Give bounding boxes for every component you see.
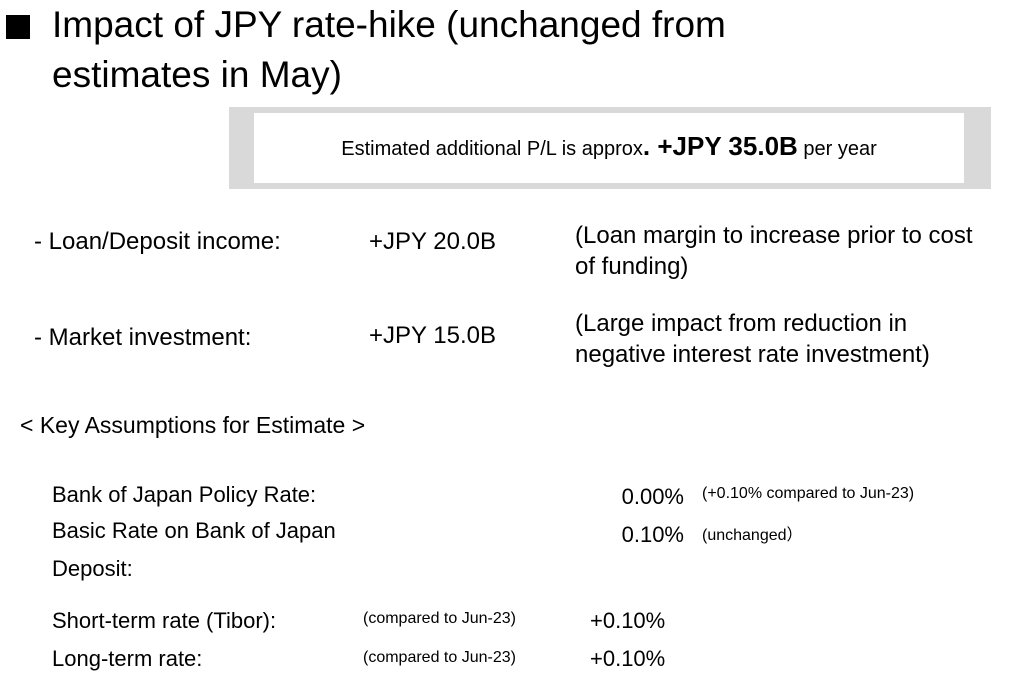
title-bullet-square: [6, 15, 30, 39]
summary-suffix: per year: [797, 138, 877, 160]
long-term-rate-note: (compared to Jun-23): [363, 649, 516, 666]
basic-rate-label-line1: Basic Rate on Bank of Japan: [52, 518, 336, 543]
market-investment-note: (Large impact from reduction in negative…: [575, 310, 930, 368]
basic-rate-label-line2: Deposit:: [52, 556, 133, 581]
loan-deposit-label: - Loan/Deposit income:: [34, 228, 281, 255]
market-investment-value: +JPY 15.0B: [369, 322, 496, 349]
summary-prefix: Estimated additional P/L is approx: [341, 138, 643, 160]
summary-amount: +JPY 35.0B: [657, 131, 798, 161]
market-investment-label: - Market investment:: [34, 324, 252, 351]
policy-rate-value: 0.00%: [621, 484, 684, 509]
policy-rate-note: (+0.10% compared to Jun-23): [702, 485, 915, 502]
summary-box: Estimated additional P/L is approx. +JPY…: [254, 113, 964, 183]
basic-rate-value: 0.10%: [621, 522, 684, 547]
long-term-rate-value: +0.10%: [590, 646, 666, 671]
assumptions-heading: < Key Assumptions for Estimate >: [20, 412, 366, 438]
loan-deposit-value: +JPY 20.0B: [369, 228, 496, 255]
basic-rate-note: (unchanged）: [702, 527, 803, 544]
policy-rate-label: Bank of Japan Policy Rate:: [52, 482, 317, 507]
page-title: Impact of JPY rate-hike (unchanged from …: [52, 0, 726, 100]
summary-dot: .: [642, 131, 658, 161]
short-term-rate-label: Short-term rate (Tibor):: [52, 608, 277, 633]
short-term-rate-note: (compared to Jun-23): [363, 610, 516, 627]
page-title-line1: Impact of JPY rate-hike (unchanged from: [52, 4, 726, 45]
loan-deposit-note: (Loan margin to increase prior to cost o…: [575, 222, 973, 280]
summary-box-frame: Estimated additional P/L is approx. +JPY…: [229, 107, 991, 189]
page-title-line2: estimates in May): [52, 54, 342, 95]
long-term-rate-label: Long-term rate:: [52, 646, 203, 671]
short-term-rate-value: +0.10%: [590, 608, 666, 633]
